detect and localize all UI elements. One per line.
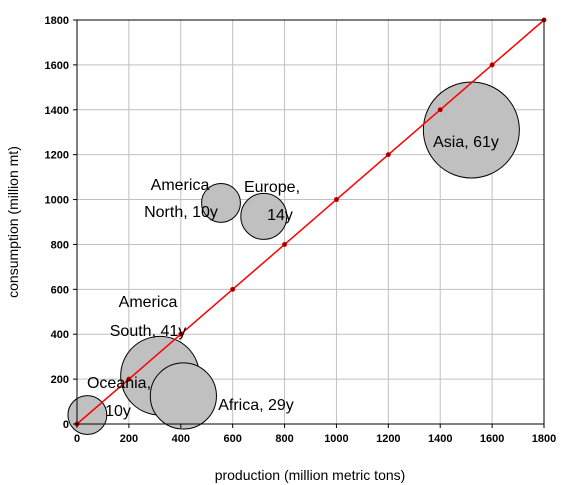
reference-point (437, 107, 443, 113)
x-axis-title: production (million metric tons) (215, 467, 406, 483)
bubble-label: 14y (267, 207, 293, 224)
plot-border (76, 19, 545, 425)
bubble-label: Africa, 29y (218, 397, 294, 414)
y-axis-title: consumption (million mt) (5, 146, 21, 298)
reference-point (178, 331, 184, 337)
x-axis-ticks: 0 200 400 600 800 1000 1200 1400 1600 1800 (74, 424, 556, 445)
bubble (149, 362, 217, 430)
bubble-label: 10y (105, 403, 131, 420)
bubble (422, 81, 520, 179)
x-tick-label: 800 (275, 433, 293, 445)
bubble-label: America (119, 294, 178, 311)
y-tick-label: 200 (51, 374, 69, 386)
x-tick-label: 1000 (324, 433, 348, 445)
reference-point (333, 197, 339, 203)
y-equals-x-line (76, 19, 545, 425)
reference-point (230, 286, 236, 292)
y-axis-ticks: 0 200 400 600 800 1000 1200 1400 1600 1800 (45, 15, 77, 431)
y-tick-label: 600 (51, 284, 69, 296)
reference-point (126, 376, 132, 382)
x-tick-label: 200 (120, 433, 138, 445)
bubble-layer (67, 81, 520, 435)
x-tick-label: 1800 (532, 433, 556, 445)
x-tick-label: 1200 (376, 433, 400, 445)
bubble-label: Europe, (244, 179, 300, 196)
x-tick-label: 0 (74, 433, 80, 445)
x-tick-label: 600 (223, 433, 241, 445)
y-tick-label: 800 (51, 239, 69, 251)
bubble-label: Oceania, (87, 375, 151, 392)
x-tick-label: 400 (172, 433, 190, 445)
x-tick-label: 1600 (480, 433, 504, 445)
y-tick-label: 1600 (45, 60, 69, 72)
bubble-label: America (151, 177, 210, 194)
reference-point (489, 62, 495, 68)
reference-point (385, 152, 391, 158)
y-tick-label: 1000 (45, 195, 69, 207)
bubble-label: North, 10y (144, 204, 218, 221)
y-tick-label: 1800 (45, 15, 69, 27)
bubble (240, 192, 288, 240)
bubble (201, 182, 241, 223)
y-tick-label: 1200 (45, 150, 69, 162)
bubble-label: South, 41y (110, 323, 187, 340)
reference-point (282, 241, 288, 247)
y-tick-label: 1400 (45, 105, 69, 117)
y-tick-label: 0 (63, 419, 69, 431)
y-tick-label: 400 (51, 329, 69, 341)
bubble-labels: Asia, 61y America North, 10y Europe, 14y Amer… (87, 134, 499, 420)
x-tick-label: 1400 (428, 433, 452, 445)
bubble-label: Asia, 61y (433, 134, 499, 151)
